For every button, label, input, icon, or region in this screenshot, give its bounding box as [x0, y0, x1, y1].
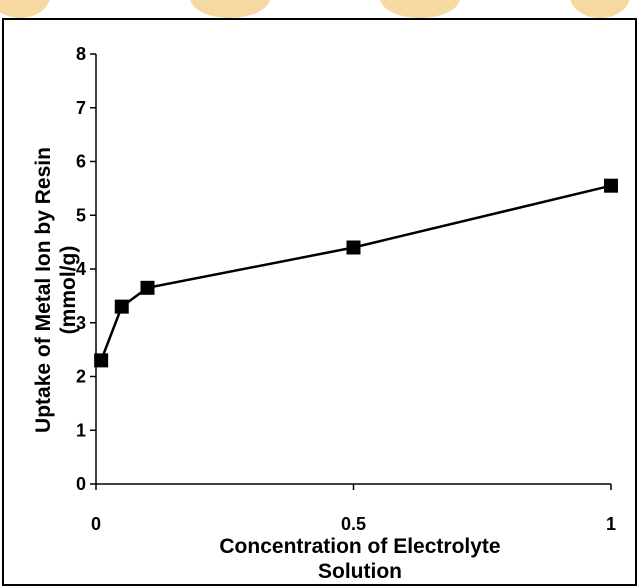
- data-point-marker: [140, 280, 155, 295]
- x-axis-ticks: 0 0.5 1: [91, 484, 616, 534]
- y-tick-label: 8: [76, 44, 86, 64]
- y-tick-label: 1: [76, 420, 86, 440]
- axes: [95, 54, 611, 485]
- y-axis-title-line-2: (mmol/g): [57, 246, 80, 335]
- y-tick-label: 2: [76, 367, 86, 387]
- data-point-marker: [346, 240, 361, 255]
- x-axis-title-line-2: Solution: [318, 560, 402, 583]
- y-tick-label: 4: [76, 259, 86, 279]
- series-layer: [94, 178, 618, 368]
- x-axis-title-line-1: Concentration of Electrolyte: [219, 535, 500, 558]
- x-tick-label: 0: [91, 514, 101, 534]
- chart-frame: [2, 18, 637, 586]
- watermark-band: [0, 0, 641, 30]
- data-point-marker: [114, 299, 129, 314]
- data-point-marker: [94, 353, 109, 368]
- series-line: [99, 184, 612, 361]
- x-tick-label: 1: [606, 514, 616, 534]
- y-tick-label: 3: [76, 313, 86, 333]
- watermark-shapes: [0, 0, 630, 18]
- x-tick-label: 0.5: [341, 514, 366, 534]
- y-tick-label: 0: [76, 474, 86, 494]
- y-tick-label: 7: [76, 98, 86, 118]
- y-axis-ticks: 0 1 2 3 4 5 6 7 8: [76, 44, 96, 494]
- data-point-marker: [604, 178, 618, 193]
- y-tick-label: 6: [76, 152, 86, 172]
- y-axis-title-line-1: Uptake of Metal Ion by Resin: [32, 147, 55, 433]
- y-tick-label: 5: [76, 205, 86, 225]
